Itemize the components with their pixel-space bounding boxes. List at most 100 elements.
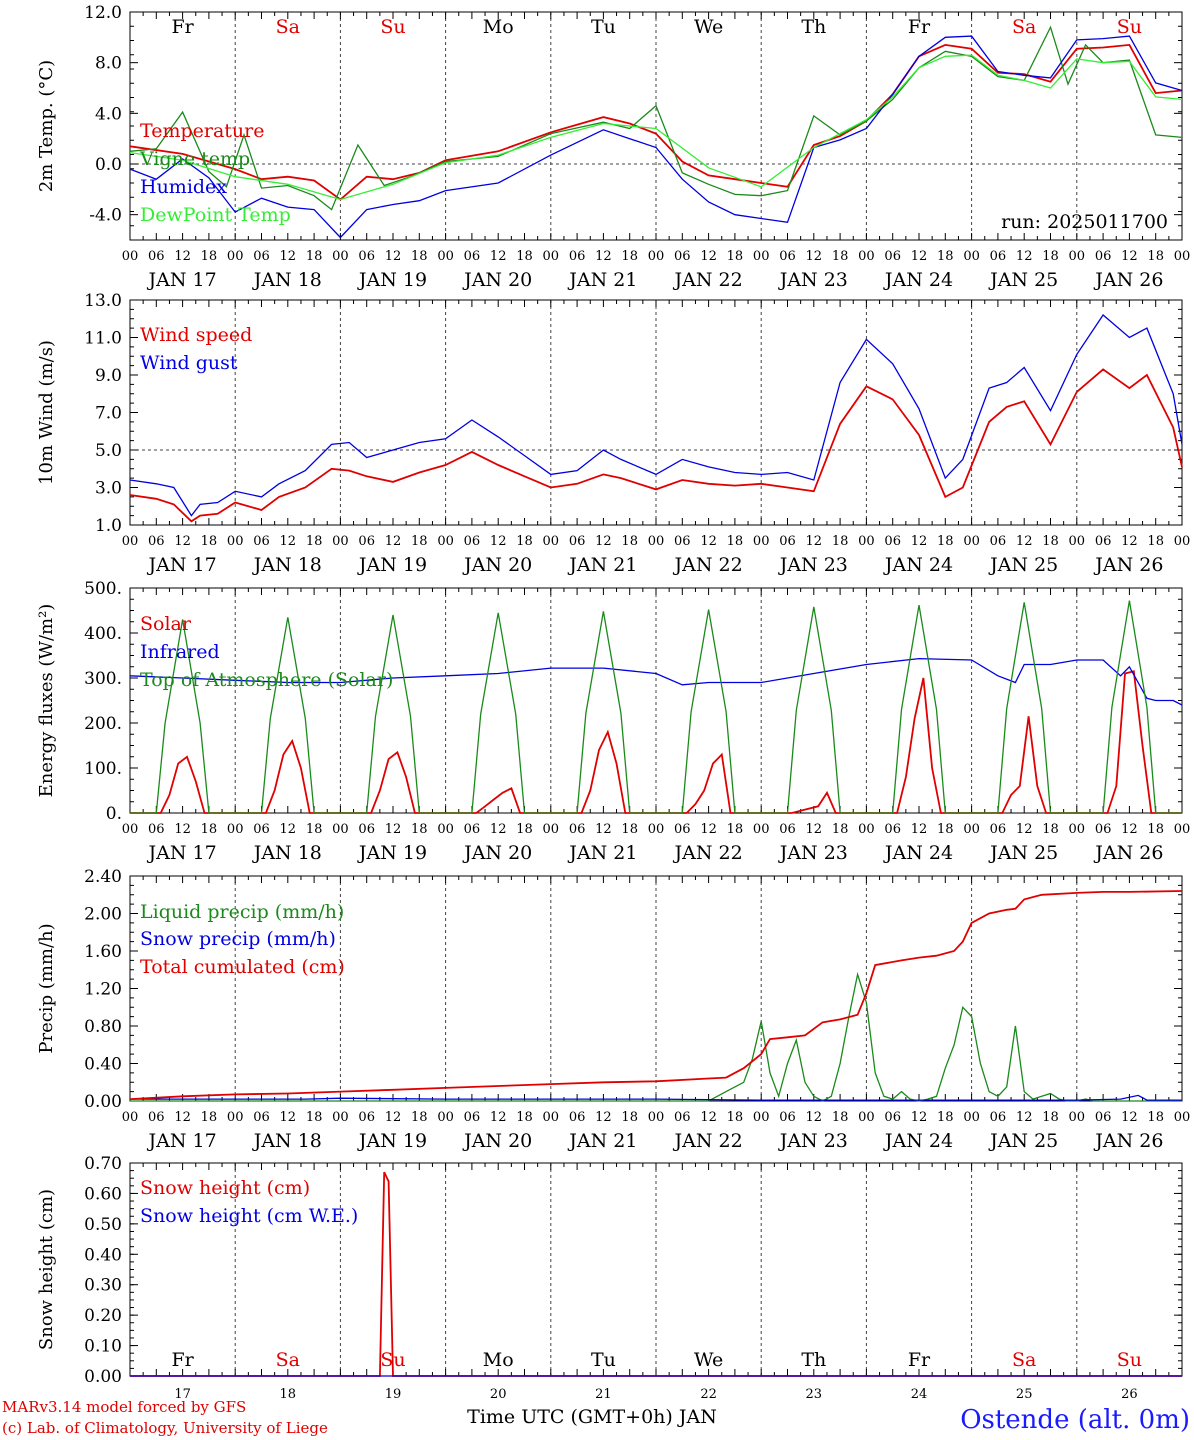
day-number-label: 24: [911, 1387, 928, 1402]
x-hour-label: 12: [911, 1110, 928, 1125]
x-hour-label: 12: [490, 1110, 507, 1125]
x-hour-label: 00: [332, 1110, 349, 1125]
x-hour-label: 06: [1095, 822, 1112, 837]
legend-entry: Temperature: [140, 120, 264, 142]
x-hour-label: 00: [332, 534, 349, 549]
x-hour-label: 12: [490, 534, 507, 549]
x-hour-label: 12: [700, 822, 717, 837]
series-line: [129, 657, 1183, 706]
legend-entry: DewPoint Temp: [140, 204, 291, 226]
x-hour-label: 06: [253, 249, 270, 264]
x-hour-label: 18: [832, 1110, 849, 1125]
x-hour-label: 06: [569, 249, 586, 264]
series-line: [130, 600, 1182, 814]
x-hour-label: 00: [858, 249, 875, 264]
x-hour-label: 12: [385, 249, 402, 264]
x-hour-label: 18: [832, 249, 849, 264]
x-hour-label: 06: [148, 822, 165, 837]
x-hour-label: 18: [201, 1110, 218, 1125]
x-hour-label: 18: [937, 1110, 954, 1125]
x-hour-label: 18: [727, 249, 744, 264]
legend-entry: Snow precip (mm/h): [140, 928, 336, 950]
x-hour-label: 18: [832, 534, 849, 549]
legend-entry: Snow height (cm W.E.): [140, 1205, 358, 1227]
series-line: [129, 35, 1183, 239]
x-hour-label: 00: [1174, 249, 1191, 264]
weekday-label: Fr: [908, 16, 931, 38]
x-date-label: JAN 22: [673, 269, 743, 291]
x-hour-label: 00: [648, 822, 665, 837]
x-hour-label: 00: [648, 534, 665, 549]
plot-frame: [129, 587, 1183, 814]
x-hour-label: 06: [464, 534, 481, 549]
x-hour-label: 00: [1069, 249, 1086, 264]
weekday-label: Sa: [1012, 16, 1036, 38]
x-hour-label: 06: [884, 534, 901, 549]
x-hour-label: 12: [700, 534, 717, 549]
y-axis-label: Snow height (cm): [36, 1189, 57, 1350]
y-axis-label: Precip (mm/h): [36, 923, 57, 1053]
legend-entry: Humidex: [140, 176, 227, 198]
x-date-label: JAN 19: [357, 1130, 427, 1152]
x-hour-label: 18: [937, 534, 954, 549]
x-hour-label: 18: [411, 249, 428, 264]
y-tick-label: 9.0: [95, 366, 122, 386]
x-hour-label: 12: [280, 534, 297, 549]
x-hour-label: 00: [1174, 534, 1191, 549]
x-date-label: JAN 23: [778, 269, 848, 291]
x-hour-label: 12: [806, 822, 823, 837]
x-hour-label: 18: [937, 822, 954, 837]
x-hour-label: 18: [727, 822, 744, 837]
x-hour-label: 12: [595, 249, 612, 264]
x-date-label: JAN 17: [147, 269, 217, 291]
x-hour-label: 12: [385, 1110, 402, 1125]
weekday-label: We: [694, 1349, 723, 1371]
x-hour-label: 06: [1095, 249, 1112, 264]
x-hour-label: 18: [411, 1110, 428, 1125]
x-hour-label: 00: [648, 1110, 665, 1125]
x-hour-label: 18: [516, 822, 533, 837]
x-hour-label: 18: [621, 822, 638, 837]
x-hour-label: 06: [1095, 1110, 1112, 1125]
x-hour-label: 18: [1147, 249, 1164, 264]
x-hour-label: 06: [358, 534, 375, 549]
x-hour-label: 00: [753, 249, 770, 264]
x-hour-label: 06: [884, 822, 901, 837]
x-hour-label: 06: [148, 249, 165, 264]
x-hour-label: 06: [674, 534, 691, 549]
x-hour-label: 06: [569, 822, 586, 837]
x-hour-label: 00: [122, 1110, 139, 1125]
x-hour-label: 00: [753, 822, 770, 837]
weekday-label: Mo: [483, 16, 514, 38]
y-tick-label: 0.0: [95, 155, 122, 175]
x-hour-label: 06: [990, 534, 1007, 549]
x-hour-label: 18: [727, 1110, 744, 1125]
y-tick-label: 0.00: [84, 1092, 122, 1112]
legend-entry: Wind gust: [140, 352, 238, 374]
x-hour-label: 06: [990, 1110, 1007, 1125]
day-number-label: 23: [806, 1387, 823, 1402]
weekday-label: Sa: [276, 16, 300, 38]
x-date-label: JAN 25: [988, 842, 1058, 864]
x-date-label: JAN 17: [147, 1130, 217, 1152]
model-credit: MARv3.14 model forced by GFS: [2, 1398, 247, 1416]
x-axis-title: Time UTC (GMT+0h) JAN: [467, 1406, 717, 1428]
x-hour-label: 12: [280, 822, 297, 837]
x-hour-label: 12: [700, 249, 717, 264]
x-date-label: JAN 19: [357, 554, 427, 576]
x-hour-label: 00: [753, 534, 770, 549]
x-hour-label: 18: [1042, 1110, 1059, 1125]
x-hour-label: 06: [884, 249, 901, 264]
weekday-label: Tu: [591, 16, 616, 38]
day-number-label: 26: [1121, 1387, 1138, 1402]
legend-entry: Total cumulated (cm): [140, 956, 345, 978]
x-hour-label: 18: [411, 534, 428, 549]
x-hour-label: 06: [253, 822, 270, 837]
weekday-label: Fr: [171, 16, 194, 38]
x-date-label: JAN 17: [147, 554, 217, 576]
x-date-label: JAN 18: [252, 1130, 322, 1152]
x-hour-label: 06: [779, 249, 796, 264]
y-tick-label: 0.10: [84, 1337, 122, 1357]
x-date-label: JAN 21: [567, 1130, 637, 1152]
